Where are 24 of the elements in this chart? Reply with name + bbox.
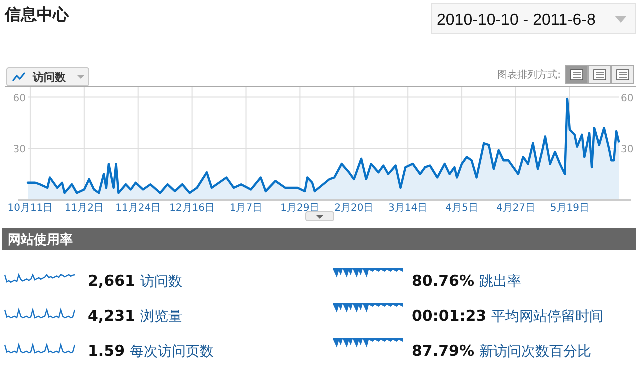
text: 图表排列方式: [498, 69, 561, 81]
x-tick-label: 4月27日 [496, 203, 536, 214]
text: 87.79% 新访问次数百分比 [412, 342, 592, 360]
x-tick-label: 11月2日 [64, 203, 104, 214]
x-tick-label: 3月14日 [388, 203, 428, 214]
text: 4,231 浏览量 [88, 307, 182, 325]
x-tick-label: 11月24日 [116, 203, 162, 214]
x-tick-label: 1月29日 [280, 203, 320, 214]
text: 1.59 每次访问页数 [88, 342, 214, 360]
x-tick-label: 1月7日 [230, 203, 263, 214]
y2-tick-label: 60 [621, 93, 634, 104]
chart-title: 信息中心 [4, 5, 70, 24]
chart-subtitle: 2010-10-10 - 2011-6-8 [437, 12, 596, 29]
x-tick-label: 4月5日 [446, 203, 478, 214]
x-tick-label: 5月19日 [550, 203, 590, 214]
text: 80.76% 跳出率 [412, 272, 522, 290]
text: 网站使用率 [8, 232, 73, 248]
x-tick-label: 10月11日 [8, 203, 54, 214]
text: 2,661 访问数 [88, 272, 182, 290]
y2-tick-label: 30 [621, 144, 634, 156]
x-tick-label: 2月20日 [334, 203, 374, 214]
x-tick-label: 12月16日 [170, 203, 216, 214]
text: 00:01:23 平均网站停留时间 [412, 307, 604, 325]
legend-label: 访问数 [32, 71, 67, 84]
